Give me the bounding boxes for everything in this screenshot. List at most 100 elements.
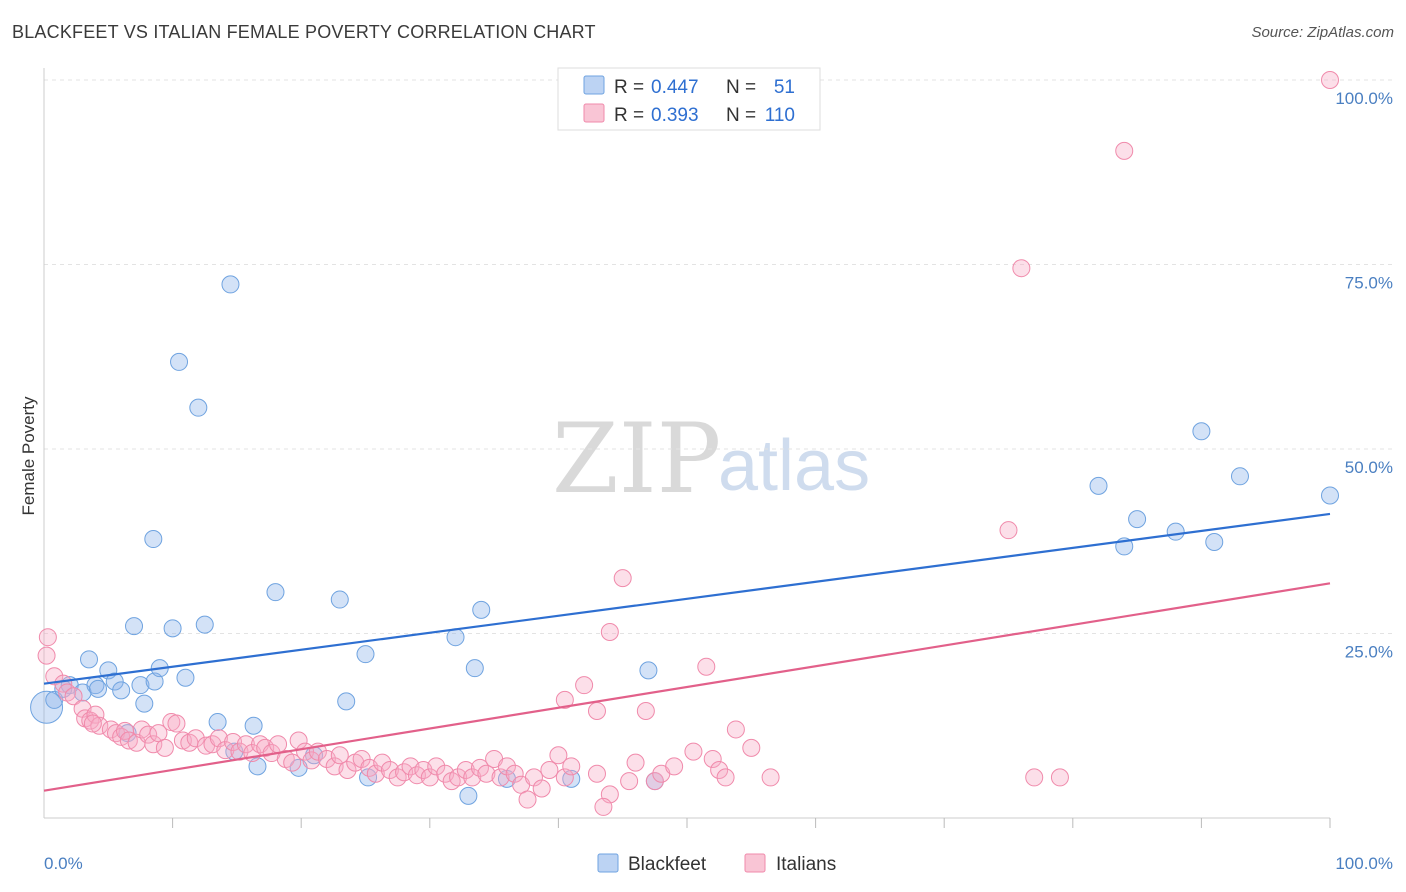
- blackfeet-point: [1166, 522, 1185, 541]
- y-tick-label: 100.0%: [1335, 89, 1393, 108]
- blackfeet-point: [266, 583, 285, 602]
- italians-point: [45, 667, 64, 686]
- blackfeet-point: [144, 530, 163, 549]
- italians-point: [697, 657, 716, 676]
- italians-point: [710, 761, 729, 780]
- watermark-atlas: atlas: [718, 426, 870, 506]
- italians-point: [81, 711, 100, 730]
- blackfeet-r-label: R =: [614, 77, 644, 98]
- italians-r-label: R =: [614, 105, 644, 126]
- italians-point: [532, 779, 551, 798]
- italians-point: [186, 729, 205, 748]
- blackfeet-point: [459, 786, 478, 805]
- italians-point: [54, 674, 73, 693]
- italians-n-value: 110: [765, 105, 795, 126]
- italians-point: [761, 768, 780, 787]
- italians-point: [613, 569, 632, 588]
- italians-point: [302, 751, 321, 770]
- italians-point: [209, 729, 228, 748]
- italians-point: [636, 701, 655, 720]
- italians-trendline: [43, 582, 1331, 792]
- blackfeet-point: [330, 590, 349, 609]
- italians-point: [64, 687, 83, 706]
- blackfeet-point: [562, 769, 581, 788]
- x-tick-label-min: 0.0%: [44, 854, 83, 873]
- blackfeet-point: [135, 694, 154, 713]
- blackfeet-point: [189, 398, 208, 417]
- legend-italians-swatch: [744, 853, 766, 873]
- blackfeet-point: [639, 661, 658, 680]
- italians-swatch: [583, 103, 605, 123]
- source-label: Source: ZipAtlas.com: [1251, 24, 1394, 41]
- italians-point: [665, 757, 684, 776]
- italians-point: [1012, 259, 1031, 278]
- blackfeet-point: [465, 659, 484, 678]
- x-tick-labels: 0.0% 100.0%: [44, 854, 1393, 873]
- blackfeet-point: [248, 757, 267, 776]
- y-tick-label: 50.0%: [1345, 458, 1393, 477]
- blackfeet-point: [105, 672, 124, 691]
- italians-point: [366, 764, 385, 783]
- blackfeet-point: [1321, 486, 1339, 505]
- blackfeet-point: [145, 672, 164, 691]
- blackfeet-point: [472, 600, 491, 619]
- italians-point: [562, 757, 581, 776]
- blackfeet-point: [176, 668, 195, 687]
- italians-point: [505, 764, 524, 783]
- italians-point: [373, 753, 392, 772]
- italians-point: [555, 690, 574, 709]
- blackfeet-point: [356, 645, 375, 664]
- italians-point: [477, 764, 496, 783]
- italians-point: [600, 623, 619, 642]
- blackfeet-point: [131, 676, 150, 695]
- blackfeet-point: [112, 681, 131, 700]
- italians-point: [427, 757, 446, 776]
- blackfeet-point: [1089, 476, 1108, 495]
- watermark: ZIP atlas: [552, 403, 870, 515]
- italians-point: [587, 701, 606, 720]
- blackfeet-point: [1192, 422, 1211, 441]
- blackfeet-point: [1230, 467, 1249, 486]
- italians-point: [1115, 141, 1134, 160]
- legend-italians-label: Italians: [776, 854, 836, 875]
- italians-point: [716, 768, 735, 787]
- blackfeet-n-value: 51: [774, 77, 795, 98]
- italians-point: [1050, 768, 1069, 787]
- italians-point: [83, 714, 102, 733]
- blackfeet-point: [1205, 532, 1224, 551]
- blackfeet-point: [337, 692, 356, 711]
- italians-point: [380, 761, 399, 780]
- series-blackfeet: [30, 275, 1339, 805]
- italians-point: [742, 738, 761, 757]
- italians-point: [338, 761, 357, 780]
- trendlines: [43, 512, 1331, 792]
- blackfeet-point: [195, 615, 214, 634]
- italians-point: [555, 768, 574, 787]
- grid: [44, 79, 1392, 634]
- italians-point: [726, 720, 745, 739]
- italians-point: [236, 735, 255, 754]
- y-axis-label: Female Poverty: [19, 396, 38, 516]
- blackfeet-point: [208, 713, 227, 732]
- italians-point: [497, 757, 516, 776]
- italians-point: [549, 746, 568, 765]
- blackfeet-point: [89, 679, 108, 698]
- blackfeet-point: [244, 716, 263, 735]
- italians-point: [594, 797, 613, 816]
- italians-point: [703, 749, 722, 768]
- italians-point: [456, 761, 475, 780]
- italians-point: [645, 772, 664, 791]
- blackfeet-point: [221, 275, 240, 294]
- italians-point: [330, 746, 349, 765]
- italians-point: [420, 768, 439, 787]
- blackfeet-point: [163, 619, 182, 638]
- x-ticks: [172, 818, 1331, 828]
- blackfeet-r-value: 0.447: [651, 77, 699, 98]
- watermark-zip: ZIP: [552, 403, 721, 515]
- italians-point: [587, 764, 606, 783]
- blackfeet-swatch: [583, 75, 605, 95]
- italians-point: [518, 790, 537, 809]
- italians-point: [449, 768, 468, 787]
- series-legend: Blackfeet Italians: [597, 853, 836, 875]
- italians-n-label: N =: [726, 105, 756, 126]
